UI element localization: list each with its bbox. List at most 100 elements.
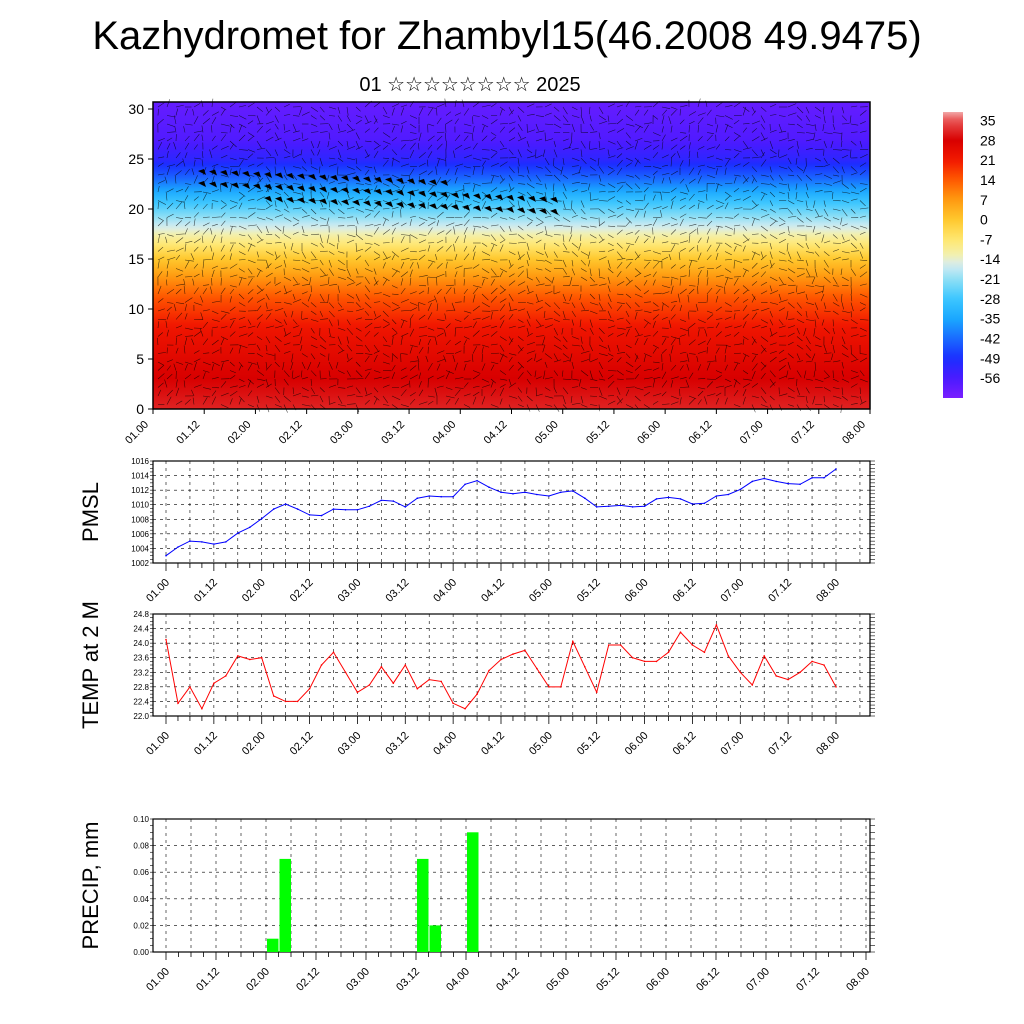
wind-vector (589, 217, 598, 219)
wind-vector (823, 370, 830, 377)
wind-vector (715, 244, 721, 252)
wind-vector (535, 376, 542, 380)
wind-vector (310, 208, 317, 215)
wind-vector (508, 149, 514, 155)
wind-vector (461, 99, 465, 108)
wind-vector (652, 166, 662, 169)
wind-vector (463, 135, 469, 142)
x-tick-label: 07.12 (766, 577, 794, 605)
wind-vector (175, 247, 184, 252)
wind-vector (238, 364, 242, 371)
wind-vector (670, 336, 680, 340)
wind-vector (364, 169, 370, 176)
wind-vector (661, 380, 668, 388)
temp-point (512, 653, 514, 655)
wind-vector (686, 363, 690, 371)
wind-vector (157, 308, 165, 312)
wind-vector (481, 384, 491, 388)
wind-vector (283, 370, 290, 377)
wind-vector (571, 344, 581, 347)
wind-vector (256, 297, 265, 303)
wind-vector (382, 336, 388, 343)
wind-vector (175, 387, 180, 397)
wind-vector (319, 224, 329, 227)
wind-vector (310, 310, 317, 315)
wind-vector (796, 149, 800, 157)
wind-vector (462, 192, 465, 201)
wind-vector (274, 115, 279, 123)
wind-vector (652, 393, 662, 397)
wind-vector (724, 225, 734, 230)
temp-point (177, 702, 179, 705)
wind-vector (274, 191, 281, 196)
y-tick-label: 1004 (131, 544, 149, 553)
temp-point (237, 655, 239, 657)
wind-vector (220, 183, 222, 193)
wind-vector (193, 287, 199, 295)
wind-vector (751, 110, 757, 116)
wind-vector (463, 310, 472, 314)
pmsl-point (572, 490, 574, 492)
x-tick-label: 05.12 (575, 730, 603, 758)
wind-vector (184, 123, 193, 126)
wind-vector (283, 332, 291, 337)
pmsl-point (631, 506, 634, 508)
wind-vector (526, 276, 533, 281)
wind-vector (463, 315, 469, 320)
wind-vector (724, 195, 731, 201)
wind-vector (796, 370, 802, 378)
x-tick-label: 04.12 (479, 577, 507, 605)
wind-vector (346, 191, 350, 199)
wind-vector (778, 191, 785, 195)
x-tick-label: 01.00 (144, 730, 172, 758)
x-tick-label: 05.00 (527, 577, 555, 605)
wind-vector (220, 220, 226, 227)
wind-vector (661, 403, 670, 405)
wind-vector (481, 166, 484, 176)
wind-vector (652, 331, 659, 337)
wind-vector (814, 208, 820, 217)
wind-vector (796, 166, 804, 172)
wind-vector (444, 296, 447, 303)
wind-vector (733, 163, 741, 167)
temp-point (811, 660, 813, 663)
wind-vector (274, 255, 281, 261)
wind-vector (472, 396, 477, 405)
wind-vector (796, 123, 803, 129)
wind-vector (733, 213, 740, 218)
wind-vector (481, 344, 490, 348)
wind-vector (409, 259, 418, 261)
wind-vector (436, 263, 443, 269)
wind-vector (841, 251, 850, 254)
wind-vector (337, 285, 340, 293)
y-tick-label: 0.00 (133, 948, 149, 957)
wind-barb-arrow (341, 175, 349, 182)
wind-barb-arrow (198, 169, 206, 175)
wind-vector (157, 156, 165, 159)
wind-barb-arrow (462, 192, 470, 199)
wind-vector (301, 404, 311, 407)
wind-vector (805, 353, 811, 359)
wind-vector (751, 395, 759, 399)
wind-vector (679, 160, 684, 167)
wind-vector (265, 149, 272, 156)
wind-vector (220, 236, 223, 244)
wind-vector (832, 249, 840, 252)
wind-vector (607, 374, 614, 380)
wind-vector (274, 137, 282, 142)
wind-vector (247, 224, 257, 227)
wind-vector (670, 196, 677, 201)
wind-vector (201, 159, 204, 167)
wind-vector (760, 347, 766, 354)
wind-vector (625, 259, 634, 261)
wind-vector (373, 354, 378, 363)
wind-vector (544, 112, 552, 116)
wind-vector (769, 370, 776, 378)
wind-vector (210, 286, 213, 295)
wind-vector (391, 222, 400, 227)
wind-vector (355, 361, 361, 367)
wind-vector (508, 137, 516, 142)
wind-vector (733, 242, 742, 247)
wind-vector (481, 191, 488, 196)
wind-vector (832, 378, 839, 382)
